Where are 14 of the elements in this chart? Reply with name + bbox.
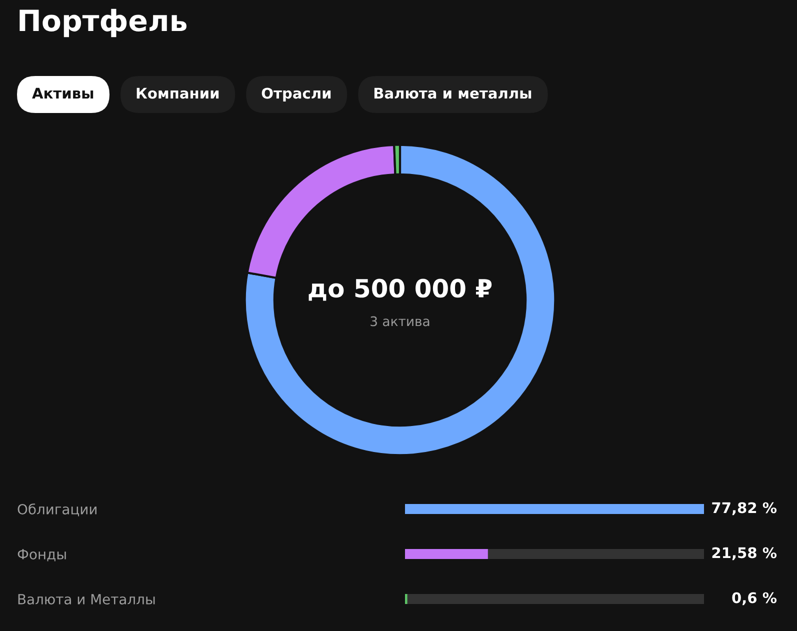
text: Отрасли [262,88,331,102]
data-label: 21,58 % [712,547,777,560]
y-tick-label: Облигации [18,503,96,516]
text: до 500 000 ₽ [308,278,492,301]
y-tick-label: Валюта и Металлы [18,594,155,604]
data-label: 77,82 % [712,502,777,516]
text: Активы [32,88,94,99]
chart-title: Портфель [20,8,186,38]
text: Компании [136,88,219,99]
data-label: 0,6 % [732,592,777,606]
donut-slice [244,144,556,456]
text: Валюта и металлы [374,88,532,99]
text: 3 актива [370,316,430,326]
y-tick-label: Фонды [18,549,66,562]
